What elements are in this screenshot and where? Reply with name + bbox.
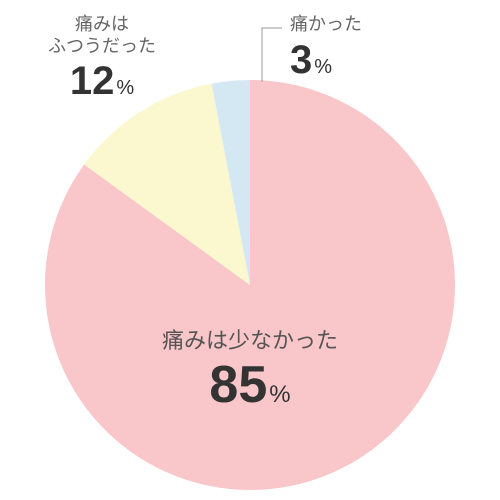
slice-value-1: 12	[70, 57, 115, 105]
slice-label-1: 痛みはふつうだった12%	[48, 14, 156, 105]
slice-label-2: 痛みは少なかった85%	[162, 328, 338, 417]
slice-value-2: 85	[209, 354, 267, 416]
slice-unit-2: %	[269, 381, 290, 410]
slice-unit-0: %	[314, 55, 332, 79]
slice-value-0: 3	[290, 36, 312, 84]
slice-value-wrap-2: 85%	[162, 354, 338, 416]
slice-label-0: 痛かった3%	[290, 14, 362, 84]
pie-chart-container: 痛かった3%痛みはふつうだった12%痛みは少なかった85%	[0, 0, 500, 500]
slice-label-text-1: 痛みはふつうだった	[48, 14, 156, 57]
slice-label-text-0: 痛かった	[290, 14, 362, 36]
slice-unit-1: %	[116, 76, 134, 100]
slice-value-wrap-1: 12%	[48, 57, 156, 105]
leader-line-0	[262, 28, 282, 82]
slice-value-wrap-0: 3%	[290, 36, 362, 84]
slice-label-text-2: 痛みは少なかった	[162, 328, 338, 354]
